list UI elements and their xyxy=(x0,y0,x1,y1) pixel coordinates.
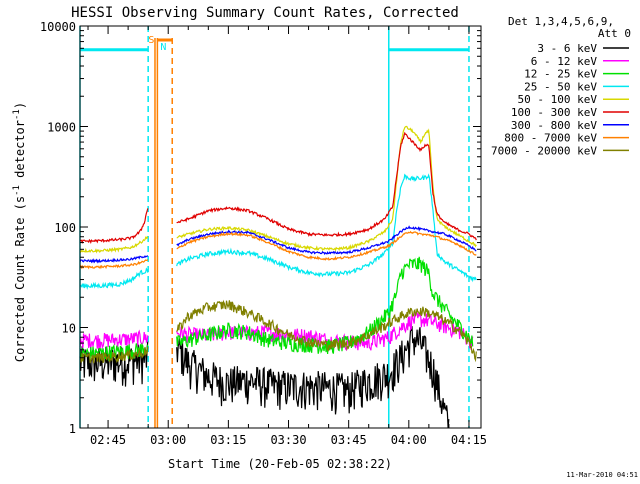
legend-label: 25 - 50 keV xyxy=(524,80,597,93)
series-line-4 xyxy=(79,125,477,254)
series-line-5 xyxy=(79,131,477,245)
series-line-7 xyxy=(79,230,477,270)
series-layer xyxy=(79,125,477,429)
night-label: N xyxy=(160,42,166,53)
legend-label: 100 - 300 keV xyxy=(511,106,597,119)
y-axis-label: Corrected Count Rate (s-1 detector-1) xyxy=(12,102,27,362)
legend-header-detectors: Det 1,3,4,5,6,9, xyxy=(508,15,614,28)
saa-label: S xyxy=(148,35,154,46)
chart-title: HESSI Observing Summary Count Rates, Cor… xyxy=(71,5,459,21)
x-tick-label: 03:45 xyxy=(331,433,367,447)
series-line-2 xyxy=(79,256,474,361)
legend-label: 300 - 800 keV xyxy=(511,119,597,132)
legend-label: 12 - 25 keV xyxy=(524,68,597,81)
legend-label: 800 - 7000 keV xyxy=(504,132,597,145)
legend-label: 6 - 12 keV xyxy=(531,55,598,68)
x-tick-label: 04:15 xyxy=(451,433,487,447)
legend-label: 7000 - 20000 keV xyxy=(491,144,597,157)
x-tick-label: 02:45 xyxy=(90,433,126,447)
x-tick-label: 03:00 xyxy=(150,433,186,447)
legend-header-attenuator: Att 0 xyxy=(598,27,631,40)
y-tick-label: 10000 xyxy=(40,20,76,34)
x-axis-label: Start Time (20-Feb-05 02:38:22) xyxy=(168,457,392,471)
x-tick-label: 03:30 xyxy=(270,433,306,447)
y-tick-label: 10 xyxy=(62,322,76,336)
markers-layer: SN xyxy=(79,26,470,428)
plot-frame xyxy=(79,25,482,429)
y-tick-label: 100 xyxy=(54,221,76,235)
series-line-8 xyxy=(79,299,477,364)
legend-label: 50 - 100 keV xyxy=(518,93,598,106)
legend-label: 3 - 6 keV xyxy=(537,42,597,55)
axes-layer: 1 10 100 1000 10000 02:45 03:00 03:15 03:30 03:45… xyxy=(40,20,487,447)
x-tick-label: 04:00 xyxy=(391,433,427,447)
y-tick-label: 1000 xyxy=(47,121,76,135)
series-line-0 xyxy=(79,326,450,429)
y-tick-label: 1 xyxy=(69,422,76,436)
series-line-3 xyxy=(79,173,477,290)
plot-timestamp: 11-Mar-2010 04:51 xyxy=(566,471,638,479)
x-tick-label: 03:15 xyxy=(210,433,246,447)
